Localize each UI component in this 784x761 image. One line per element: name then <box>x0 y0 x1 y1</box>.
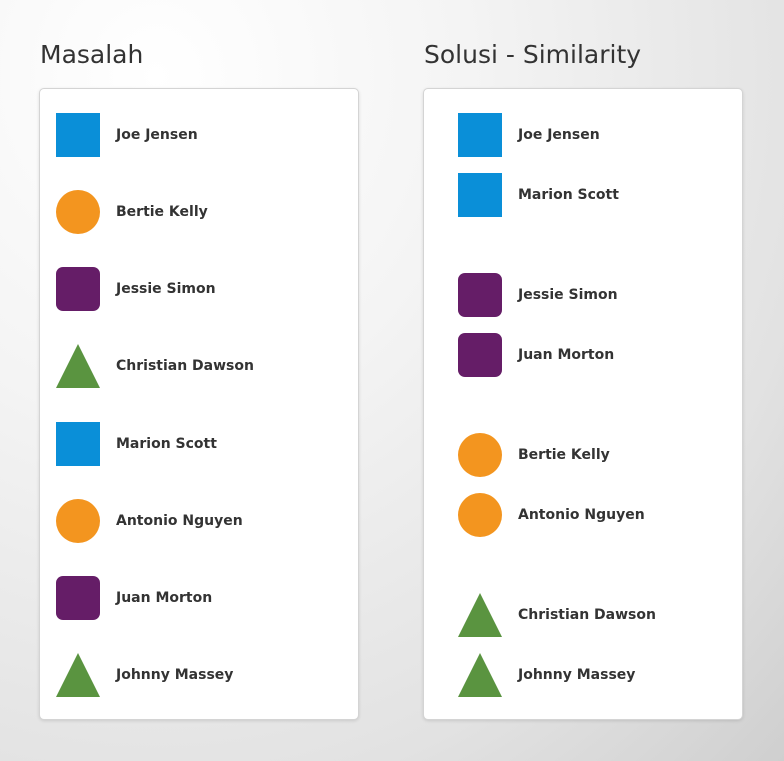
list-item: Joe Jensen <box>56 113 198 157</box>
list-item: Christian Dawson <box>458 593 656 637</box>
orange-circle-icon <box>458 433 502 477</box>
blue-square-icon <box>458 113 502 157</box>
list-item: Bertie Kelly <box>458 433 610 477</box>
list-item: Marion Scott <box>56 422 217 466</box>
purple-rounded-square-icon <box>458 273 502 317</box>
list-item: Jessie Simon <box>56 267 216 311</box>
person-name: Bertie Kelly <box>518 447 610 463</box>
solution-heading: Solusi - Similarity <box>424 40 642 69</box>
list-item: Bertie Kelly <box>56 190 208 234</box>
person-name: Juan Morton <box>116 590 213 606</box>
person-name: Johnny Massey <box>518 667 636 683</box>
person-name: Christian Dawson <box>116 358 254 374</box>
purple-rounded-square-icon <box>56 267 100 311</box>
orange-circle-icon <box>56 499 100 543</box>
orange-circle-icon <box>458 493 502 537</box>
list-item: Juan Morton <box>458 333 614 377</box>
person-name: Marion Scott <box>116 436 217 452</box>
list-item: Johnny Massey <box>56 653 233 697</box>
solution-panel: Joe Jensen Marion Scott Jessie Simon Jua… <box>423 88 743 720</box>
green-triangle-icon <box>56 653 100 697</box>
green-triangle-icon <box>458 593 502 637</box>
green-triangle-icon <box>458 653 502 697</box>
person-name: Marion Scott <box>518 187 619 203</box>
purple-rounded-square-icon <box>56 576 100 620</box>
person-name: Antonio Nguyen <box>518 507 645 523</box>
blue-square-icon <box>56 113 100 157</box>
list-item: Marion Scott <box>458 173 619 217</box>
orange-circle-icon <box>56 190 100 234</box>
purple-rounded-square-icon <box>458 333 502 377</box>
problem-heading: Masalah <box>40 40 144 69</box>
person-name: Christian Dawson <box>518 607 656 623</box>
person-name: Jessie Simon <box>518 287 618 303</box>
list-item: Johnny Massey <box>458 653 635 697</box>
list-item: Antonio Nguyen <box>458 493 645 537</box>
person-name: Jessie Simon <box>116 281 216 297</box>
list-item: Joe Jensen <box>458 113 600 157</box>
green-triangle-icon <box>56 344 100 388</box>
person-name: Antonio Nguyen <box>116 513 243 529</box>
person-name: Juan Morton <box>518 347 615 363</box>
person-name: Bertie Kelly <box>116 204 208 220</box>
person-name: Joe Jensen <box>116 127 198 143</box>
blue-square-icon <box>56 422 100 466</box>
problem-panel: Joe Jensen Bertie Kelly Jessie Simon Chr… <box>39 88 359 720</box>
blue-square-icon <box>458 173 502 217</box>
list-item: Antonio Nguyen <box>56 499 243 543</box>
list-item: Juan Morton <box>56 576 212 620</box>
list-item: Jessie Simon <box>458 273 618 317</box>
list-item: Christian Dawson <box>56 344 254 388</box>
person-name: Johnny Massey <box>116 667 234 683</box>
person-name: Joe Jensen <box>518 127 600 143</box>
